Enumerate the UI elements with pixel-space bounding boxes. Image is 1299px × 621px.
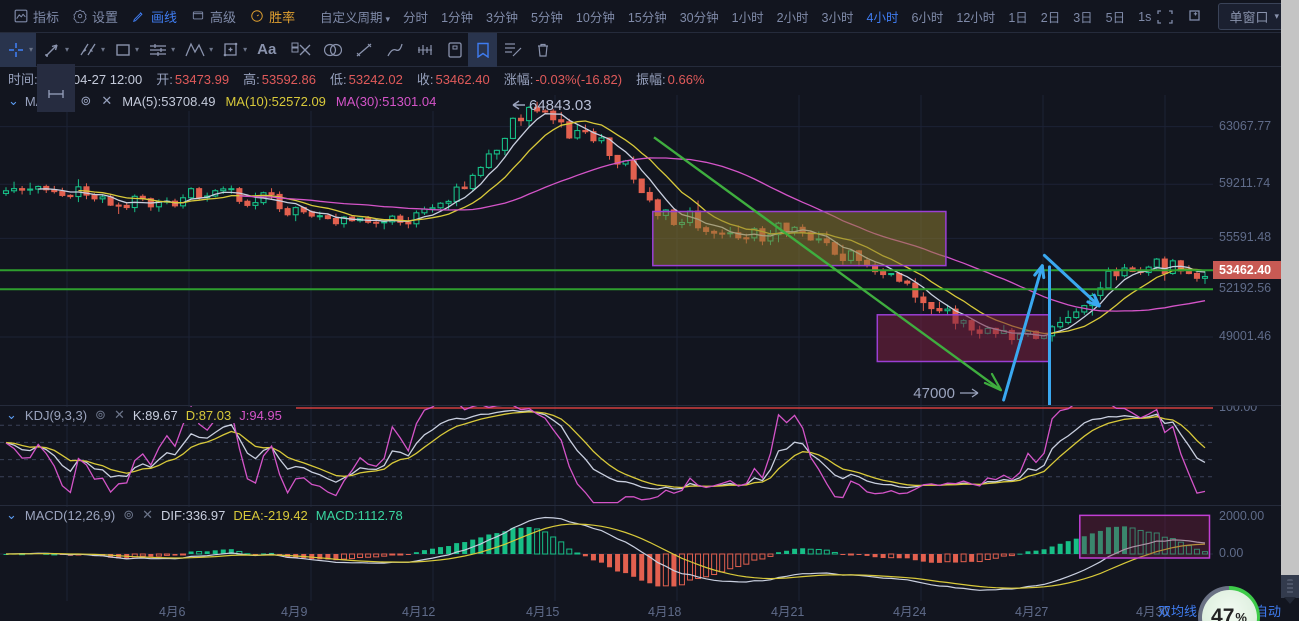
svg-text:64843.03: 64843.03 xyxy=(529,97,592,114)
svg-text:47000: 47000 xyxy=(913,385,955,402)
